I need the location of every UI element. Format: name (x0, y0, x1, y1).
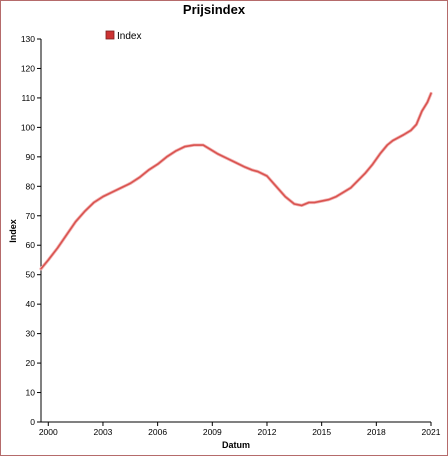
legend-label: Index (117, 31, 141, 42)
series-line-index (40, 92, 432, 270)
y-tick-label: 60 (26, 240, 36, 250)
y-tick-label: 50 (26, 270, 36, 280)
y-tick-label: 80 (26, 181, 36, 191)
x-axis-ticks: 2000 2003 2006 2009 2012 2015 2018 2021 (39, 422, 441, 437)
legend: Index (105, 30, 141, 42)
x-tick-label: 2018 (367, 427, 386, 437)
x-tick-label: 2015 (312, 427, 331, 437)
x-tick-label: 2009 (203, 427, 222, 437)
y-tick-label: 130 (21, 34, 35, 44)
chart-title: Prijsindex (183, 2, 246, 17)
y-tick-label: 70 (26, 211, 36, 221)
y-tick-label: 90 (26, 152, 36, 162)
x-tick-label: 2021 (422, 427, 441, 437)
y-tick-label: 100 (21, 122, 35, 132)
y-tick-label: 120 (21, 63, 35, 73)
legend-swatch (105, 30, 115, 40)
y-axis-label: Index (8, 219, 18, 243)
x-tick-label: 2000 (39, 427, 58, 437)
x-axis-label: Datum (222, 440, 250, 450)
y-tick-label: 110 (21, 93, 35, 103)
series-line-glow (39, 91, 433, 271)
x-tick-label: 2006 (148, 427, 167, 437)
y-tick-label: 10 (26, 388, 36, 398)
y-axis-ticks: 0 10 20 30 40 50 60 70 80 90 100 110 120 130 (21, 34, 41, 427)
y-tick-label: 0 (30, 417, 35, 427)
y-tick-label: 30 (26, 329, 36, 339)
y-tick-label: 20 (26, 358, 36, 368)
x-tick-label: 2003 (94, 427, 113, 437)
series-layer (39, 91, 433, 271)
y-tick-label: 40 (26, 299, 36, 309)
x-tick-label: 2012 (258, 427, 277, 437)
axes (40, 39, 431, 423)
